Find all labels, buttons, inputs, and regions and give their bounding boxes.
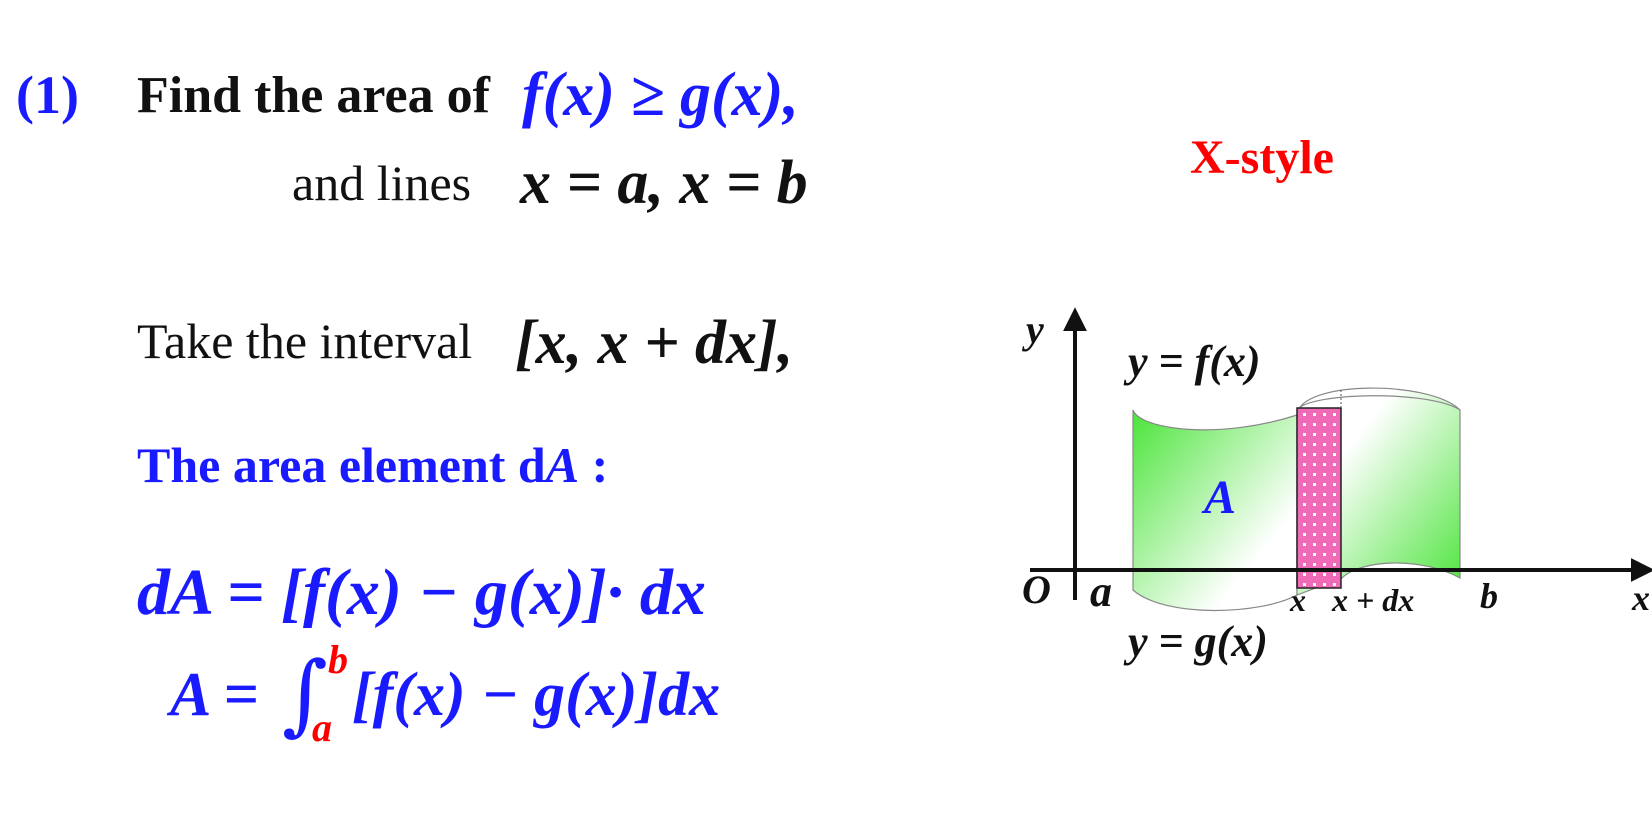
area-diagram: y O a y = f(x) y = g(x) A x x + dx b x xyxy=(1022,307,1652,700)
differential-formula: dA = [f(x) − g(x)]· dx xyxy=(137,560,706,626)
interval-text: Take the interval xyxy=(137,313,473,369)
and-lines-text: and lines xyxy=(292,155,472,211)
area-element-var: A xyxy=(545,437,580,493)
y-axis-label: y xyxy=(1026,307,1044,352)
condition-expression: f(x) ≥ g(x), xyxy=(522,61,799,129)
strip-x-label: x xyxy=(1290,582,1306,618)
origin-label: O xyxy=(1022,567,1051,612)
strip-x-plus-dx-label: x + dx xyxy=(1332,582,1415,618)
g-curve-label: y = g(x) xyxy=(1128,617,1268,666)
top-cap-shape xyxy=(1296,395,1461,411)
region-label: A xyxy=(1204,471,1237,524)
area-element-colon: : xyxy=(579,437,609,493)
differential-lhs: dA = xyxy=(137,556,281,629)
lower-limit: a xyxy=(312,705,332,750)
upper-limit: b xyxy=(328,637,348,682)
f-curve-label: y = f(x) xyxy=(1128,337,1261,386)
interval-expression: [x, x + dx], xyxy=(515,309,794,377)
lines-expression: x = a, x = b xyxy=(520,149,808,217)
integral-rhs: [f(x) − g(x)]dx xyxy=(352,661,721,729)
integral-lhs: A = xyxy=(170,661,259,729)
x-axis-label: x xyxy=(1632,578,1650,618)
area-element-label: The area element dA : xyxy=(137,440,608,490)
integral-formula: A = ∫ b a [f(x) − g(x)]dx xyxy=(170,640,870,750)
area-element-text: The area element d xyxy=(137,437,546,493)
b-label: b xyxy=(1480,576,1498,616)
style-label: X-style xyxy=(1190,131,1334,184)
diagram-graphic xyxy=(1030,307,1652,612)
area-strip xyxy=(1296,407,1342,589)
integral-sign: ∫ xyxy=(282,642,328,745)
differential-rhs: [f(x) − g(x)]· dx xyxy=(281,556,706,629)
find-area-text: Find the area of xyxy=(137,67,490,124)
a-label: a xyxy=(1090,567,1112,616)
problem-number: (1) xyxy=(16,65,79,125)
